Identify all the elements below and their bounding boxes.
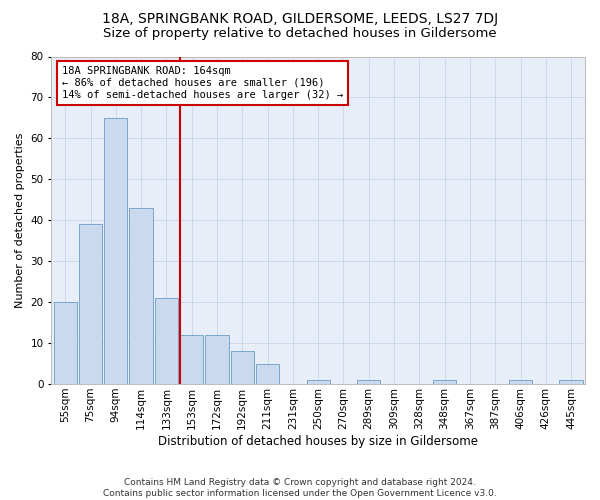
Bar: [104, 118, 127, 384]
Bar: [155, 298, 178, 384]
Bar: [307, 380, 330, 384]
Text: 18A, SPRINGBANK ROAD, GILDERSOME, LEEDS, LS27 7DJ: 18A, SPRINGBANK ROAD, GILDERSOME, LEEDS,…: [102, 12, 498, 26]
Bar: [357, 380, 380, 384]
Bar: [256, 364, 279, 384]
Bar: [205, 335, 229, 384]
Bar: [130, 208, 153, 384]
Bar: [79, 224, 102, 384]
Text: 18A SPRINGBANK ROAD: 164sqm
← 86% of detached houses are smaller (196)
14% of se: 18A SPRINGBANK ROAD: 164sqm ← 86% of det…: [62, 66, 343, 100]
Bar: [559, 380, 583, 384]
Bar: [53, 302, 77, 384]
Text: Contains HM Land Registry data © Crown copyright and database right 2024.
Contai: Contains HM Land Registry data © Crown c…: [103, 478, 497, 498]
Y-axis label: Number of detached properties: Number of detached properties: [15, 132, 25, 308]
Bar: [433, 380, 456, 384]
Bar: [230, 352, 254, 384]
Text: Size of property relative to detached houses in Gildersome: Size of property relative to detached ho…: [103, 28, 497, 40]
Bar: [509, 380, 532, 384]
Bar: [180, 335, 203, 384]
X-axis label: Distribution of detached houses by size in Gildersome: Distribution of detached houses by size …: [158, 434, 478, 448]
